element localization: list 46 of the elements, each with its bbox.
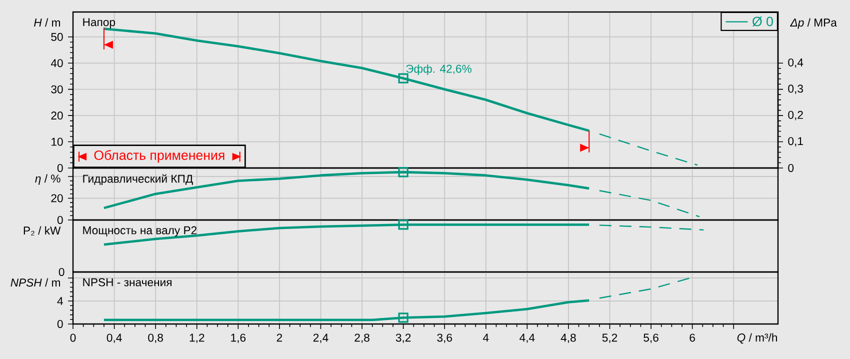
x-tick-label: 4 (482, 334, 489, 342)
y2-tick-label: 0,2 (788, 110, 803, 120)
x-tick-label: 1,6 (231, 334, 246, 344)
y2-tick-label: 0,4 (788, 58, 804, 68)
text: Напор (83, 18, 116, 28)
x-tick-label: 0 (70, 334, 76, 342)
annotation: Эфф. 42,6% (406, 64, 472, 76)
y-tick-label: 30 (51, 85, 63, 94)
chart-title: Мощность на валу P2 (83, 226, 197, 237)
x-tick-label: 3,2 (396, 334, 411, 344)
legend-label: Ø 0 (752, 16, 773, 26)
y-axis-title: NPSH / m (10, 278, 60, 287)
y-tick-label: 0 (57, 216, 63, 224)
y-axis-title: η / % (35, 174, 60, 185)
line-series (102, 28, 590, 132)
x-tick-label: 0,8 (148, 334, 163, 344)
y-tick-label: 0 (57, 320, 63, 328)
y2-tick-label: 0,1 (788, 137, 803, 146)
y2-tick-label: 0,3 (788, 84, 803, 94)
y-tick-label: 20 (51, 194, 63, 202)
x-tick-label: 0,4 (106, 334, 122, 344)
legend-label: Область применения (94, 150, 224, 163)
y-tick-label: 20 (51, 112, 63, 120)
y2-tick-label: 0 (788, 164, 794, 172)
y-tick-label: 40 (50, 59, 63, 68)
line-series (102, 299, 590, 322)
x-tick-label: 2 (276, 334, 282, 342)
x-tick-label: 4,8 (560, 334, 576, 344)
text: Гидравлический КПД (83, 174, 193, 186)
y-tick-label: 0 (57, 164, 63, 172)
x-tick-label: 4,4 (520, 334, 535, 343)
y2-axis-title: Δp / MPa (790, 18, 837, 29)
y-axis-title: P₂ / kW (24, 226, 61, 236)
y-tick-label: 10 (52, 138, 63, 146)
x-tick-label: 3,6 (437, 334, 452, 344)
x-tick-label: 5,2 (602, 334, 618, 344)
x-tick-label: 1,2 (190, 334, 204, 344)
chart-title: NPSH - значения (83, 278, 172, 286)
y-tick-label: 4 (57, 297, 63, 305)
x-axis-title: Q / m³/h (737, 333, 777, 344)
x-tick-label: 2,4 (313, 334, 328, 344)
x-tick-label: 2,8 (354, 334, 370, 344)
y-axis-title: H / m (34, 18, 60, 27)
x-tick-label: 6 (690, 334, 695, 342)
y-tick-label: 50 (51, 32, 63, 41)
x-tick-label: 5,6 (644, 334, 658, 344)
